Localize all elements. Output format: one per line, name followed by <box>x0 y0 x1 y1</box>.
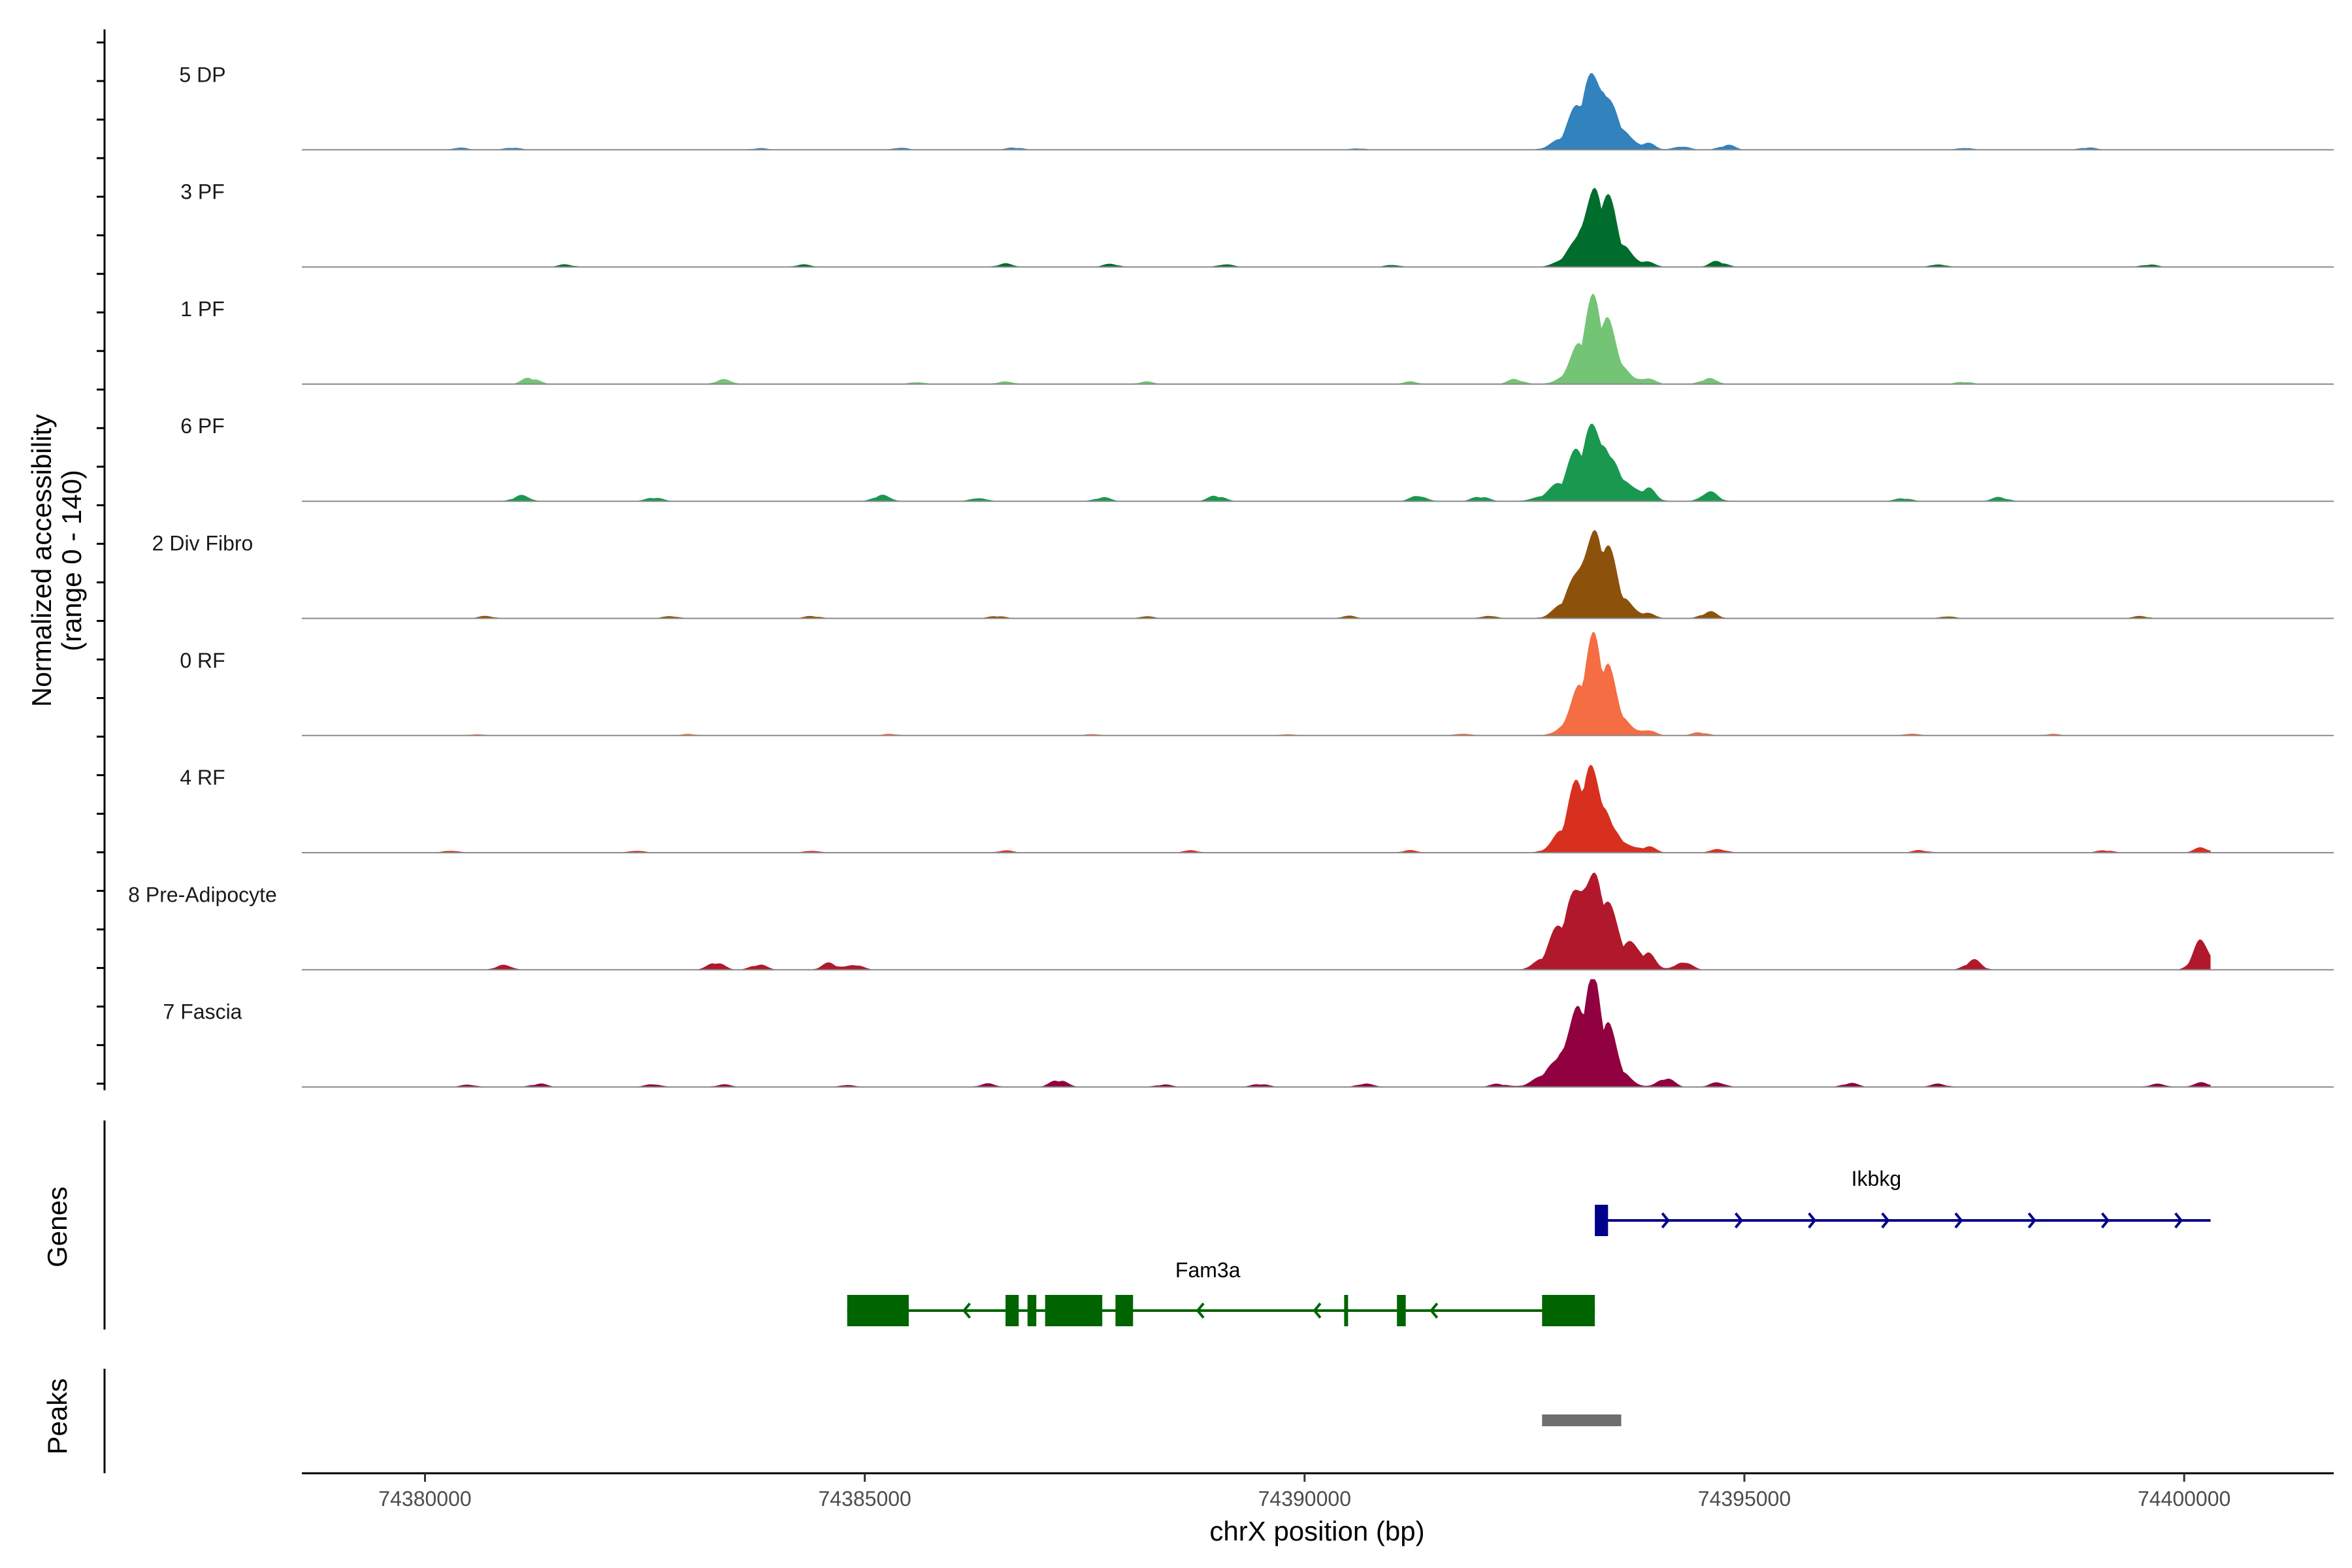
track-6-pf: 6 PF <box>180 414 2334 502</box>
gene-ikbkg: Ikbkg <box>1595 1167 2211 1236</box>
x-tick-label: 74400000 <box>2138 1487 2230 1511</box>
track-label: 1 PF <box>180 297 225 321</box>
x-axis-title: chrX position (bp) <box>1209 1516 1424 1546</box>
track-label: 4 RF <box>180 766 225 789</box>
exon <box>1595 1205 1609 1236</box>
track-label: 5 DP <box>179 63 225 86</box>
strand-arrow <box>2174 1212 2183 1229</box>
peaks-panel <box>103 1369 1622 1473</box>
gene-label: Fam3a <box>1175 1258 1241 1282</box>
exon <box>1115 1295 1134 1326</box>
track-label: 0 RF <box>180 649 225 672</box>
exon <box>1045 1295 1103 1326</box>
strand-arrow <box>2027 1212 2036 1229</box>
strand-arrow <box>962 1302 972 1319</box>
y-axis-title-line2: (range 0 - 140) <box>56 470 87 651</box>
exon <box>1397 1295 1406 1326</box>
track-label: 7 Fascia <box>163 1000 242 1024</box>
track-7-fascia: 7 Fascia <box>163 979 2334 1088</box>
strand-arrow <box>1196 1302 1205 1319</box>
x-tick-label: 74380000 <box>378 1487 471 1511</box>
strand-arrow <box>1429 1302 1439 1319</box>
y-axis <box>97 29 106 1090</box>
strand-arrow <box>1734 1212 1744 1229</box>
peaks-panel-title: Peaks <box>42 1379 73 1455</box>
track-label: 2 Div Fibro <box>152 531 253 555</box>
exon <box>847 1295 909 1326</box>
x-tick-label: 74390000 <box>1258 1487 1351 1511</box>
exon <box>1344 1295 1348 1326</box>
track-5-dp: 5 DP <box>179 63 2334 151</box>
x-axis: 74380000 74385000 74390000 74395000 74400000 <box>302 1472 2334 1511</box>
gene-label: Ikbkg <box>1852 1167 1901 1190</box>
x-tick-label: 74395000 <box>1698 1487 1791 1511</box>
strand-arrow <box>1313 1302 1322 1319</box>
track-8-pre-adipocyte: 8 Pre-Adipocyte <box>128 872 2334 971</box>
track-2-div-fibro: 2 Div Fibro <box>152 530 2334 619</box>
x-tick-label: 74385000 <box>818 1487 911 1511</box>
exon <box>1542 1295 1595 1326</box>
y-axis-title-line1: Normalized accessibility <box>26 414 57 707</box>
coverage-tracks: 5 DP 3 PF 1 PF 6 PF 2 Div Fibro 0 RF 4 RF 8 Pre… <box>128 63 2334 1088</box>
strand-arrow <box>1881 1212 1890 1229</box>
genes-panel-title: Genes <box>42 1186 73 1267</box>
genes-panel: Ikbkg Fam3a <box>103 1120 2211 1330</box>
track-3-pf: 3 PF <box>180 180 2334 268</box>
peak-region <box>1542 1414 1622 1426</box>
strand-arrow <box>2100 1212 2110 1229</box>
strand-arrow <box>1808 1212 1817 1229</box>
track-label: 6 PF <box>180 414 225 438</box>
track-1-pf: 1 PF <box>180 293 2334 385</box>
strand-arrow <box>1661 1212 1670 1229</box>
exon <box>1027 1295 1037 1326</box>
track-label: 8 Pre-Adipocyte <box>128 883 277 906</box>
strand-arrow <box>1954 1212 1963 1229</box>
gene-fam3a: Fam3a <box>847 1258 1595 1326</box>
track-label: 3 PF <box>180 180 225 204</box>
track-0-rf: 0 RF <box>180 632 2334 736</box>
track-4-rf: 4 RF <box>180 764 2334 854</box>
exon <box>1005 1295 1019 1326</box>
